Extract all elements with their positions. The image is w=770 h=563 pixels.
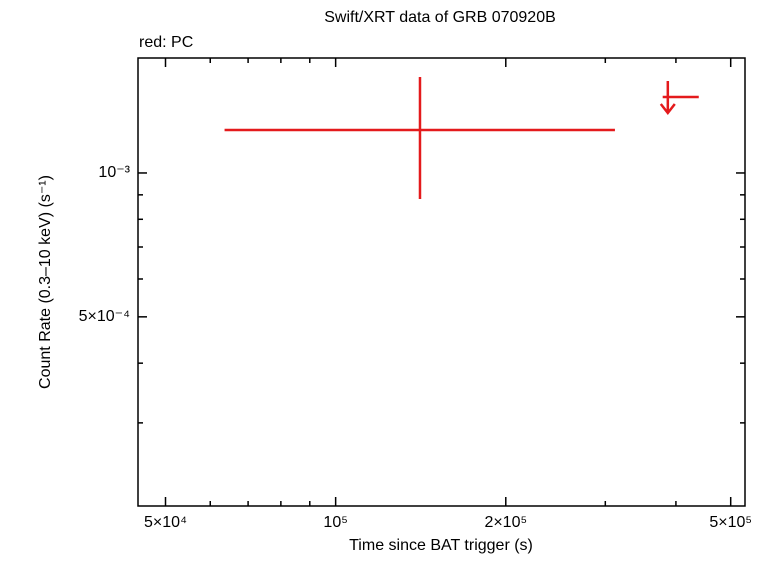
- x-axis-label: Time since BAT trigger (s): [349, 537, 533, 554]
- x-tick-label: 5×10⁵: [709, 514, 752, 531]
- y-tick-label: 5×10⁻⁴: [79, 308, 130, 325]
- x-tick-label: 10⁵: [323, 514, 347, 531]
- chart-title: Swift/XRT data of GRB 070920B: [324, 9, 556, 26]
- y-tick-label: 10⁻³: [98, 164, 130, 181]
- legend-text: red: PC: [139, 34, 193, 51]
- y-axis-label: Count Rate (0.3–10 keV) (s⁻¹): [37, 175, 54, 389]
- plot-frame: [137, 57, 746, 507]
- x-tick-label: 2×10⁵: [484, 514, 527, 531]
- x-tick-label: 5×10⁴: [144, 514, 187, 531]
- upper-limit-arrow: [659, 80, 676, 116]
